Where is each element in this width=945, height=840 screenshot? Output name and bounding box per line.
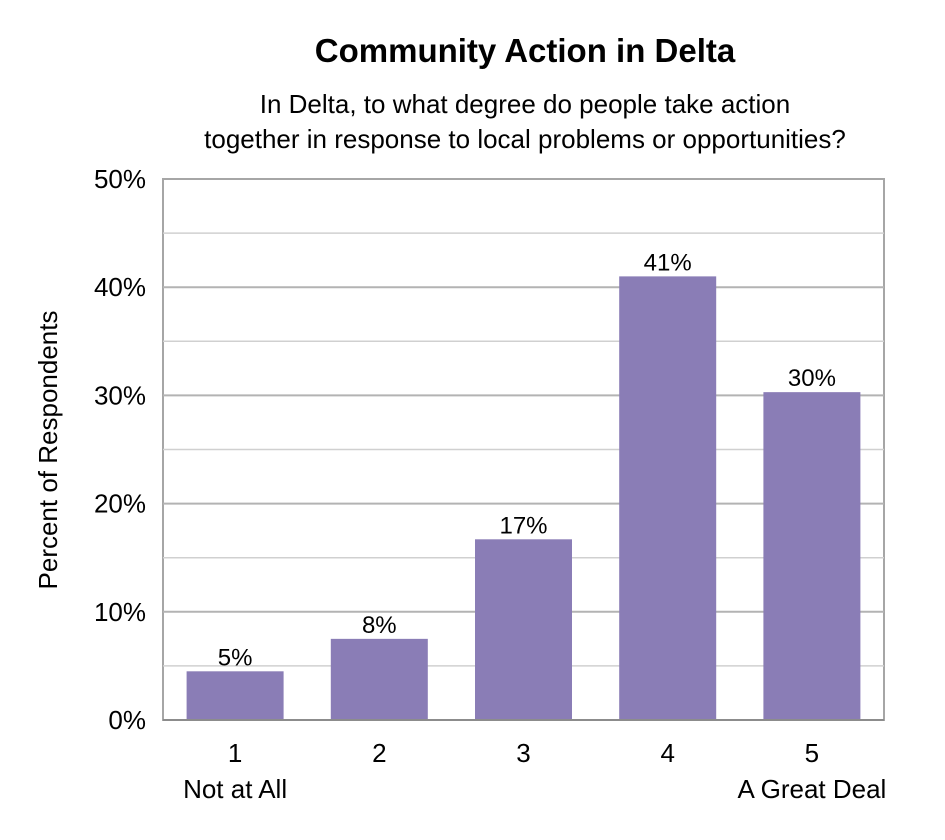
- y-tick-label: 0%: [108, 705, 146, 735]
- data-label-1: 5%: [218, 644, 253, 671]
- y-tick-label: 10%: [94, 597, 146, 627]
- bar-1: [186, 671, 284, 720]
- y-axis-label: Percent of Respondents: [33, 311, 63, 590]
- x-tick-label-4: 4: [660, 738, 674, 768]
- bar-3: [475, 539, 572, 720]
- bar-4: [619, 276, 717, 720]
- bars: [186, 276, 861, 720]
- y-tick-label: 40%: [94, 272, 146, 302]
- data-label-5: 30%: [788, 365, 836, 392]
- data-label-2: 8%: [362, 612, 397, 639]
- x-tick-label-3: 3: [516, 738, 530, 768]
- axes: 0% 10% 20% 30% 40% 50% 1 Not at All 2 3 4 5 A Great …: [94, 164, 886, 804]
- data-label-3: 17%: [499, 512, 547, 539]
- x-tick-label-5: 5: [805, 738, 819, 768]
- y-tick-label: 20%: [94, 489, 146, 519]
- data-label-4: 41%: [644, 249, 692, 276]
- x-tick-label-1: 1: [228, 738, 242, 768]
- x-tick-label-2: 2: [372, 738, 386, 768]
- bar-2: [330, 638, 428, 720]
- x-sublabel-5: A Great Deal: [737, 774, 886, 804]
- chart-subtitle-line-1: In Delta, to what degree do people take …: [260, 89, 790, 119]
- y-tick-label: 50%: [94, 164, 146, 194]
- chart-subtitle-line-2: together in response to local problems o…: [204, 124, 846, 154]
- x-sublabel-1: Not at All: [183, 774, 287, 804]
- data-labels: 5% 8% 17% 41% 30%: [218, 249, 836, 671]
- bar-5: [763, 392, 861, 720]
- chart-title: Community Action in Delta: [315, 32, 736, 69]
- y-tick-label: 30%: [94, 380, 146, 410]
